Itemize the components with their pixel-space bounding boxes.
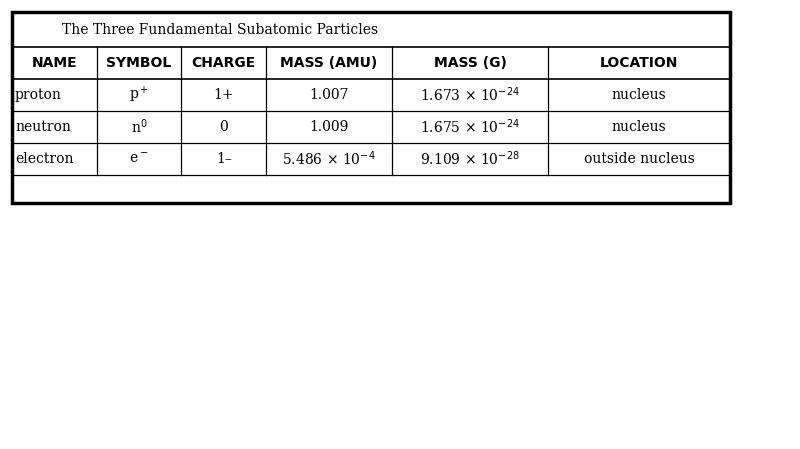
Text: CHARGE: CHARGE	[192, 56, 256, 70]
Text: 1–: 1–	[216, 152, 232, 166]
Text: e$^-$: e$^-$	[130, 152, 149, 166]
Text: 0: 0	[219, 120, 228, 134]
Text: MASS (AMU): MASS (AMU)	[280, 56, 378, 70]
Text: outside nucleus: outside nucleus	[584, 152, 694, 166]
Text: SYMBOL: SYMBOL	[106, 56, 172, 70]
Text: n$^0$: n$^0$	[130, 118, 147, 136]
Text: 1.009: 1.009	[310, 120, 349, 134]
Text: 1.673 × 10$^{-24}$: 1.673 × 10$^{-24}$	[420, 86, 520, 104]
Text: 5.486 × 10$^{-4}$: 5.486 × 10$^{-4}$	[282, 150, 376, 168]
Text: MASS (G): MASS (G)	[434, 56, 506, 70]
Text: 9.109 × 10$^{-28}$: 9.109 × 10$^{-28}$	[420, 150, 520, 168]
Text: nucleus: nucleus	[612, 120, 666, 134]
Text: LOCATION: LOCATION	[600, 56, 678, 70]
Text: 1.007: 1.007	[310, 88, 349, 102]
Text: p$^+$: p$^+$	[129, 85, 149, 105]
Text: NAME: NAME	[31, 56, 77, 70]
Text: neutron: neutron	[15, 120, 71, 134]
Text: 1.675 × 10$^{-24}$: 1.675 × 10$^{-24}$	[420, 118, 520, 136]
Bar	[12, 12, 730, 203]
Text: electron: electron	[15, 152, 74, 166]
Text: nucleus: nucleus	[612, 88, 666, 102]
Text: proton: proton	[15, 88, 62, 102]
Text: The Three Fundamental Subatomic Particles: The Three Fundamental Subatomic Particle…	[62, 22, 378, 36]
Text: 1+: 1+	[214, 88, 234, 102]
